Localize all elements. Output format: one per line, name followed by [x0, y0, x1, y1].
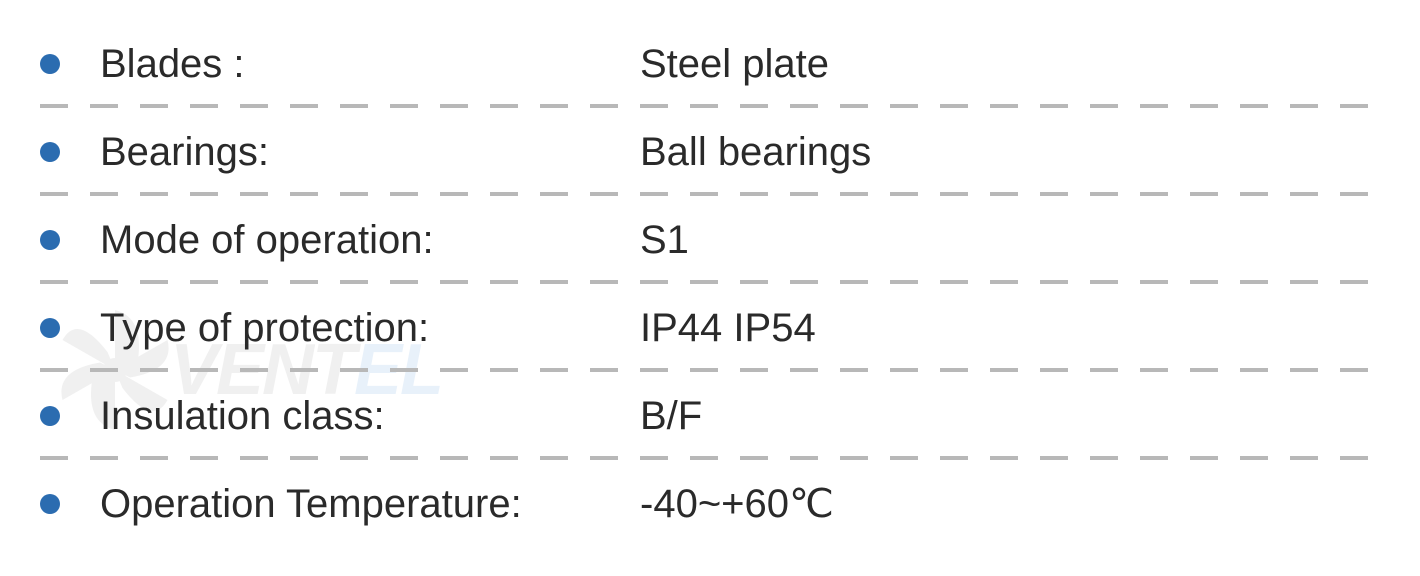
spec-value: B/F [640, 394, 702, 439]
spec-label: Type of protection: [100, 306, 640, 351]
spec-label: Insulation class: [100, 394, 640, 439]
spec-value: Steel plate [640, 42, 829, 87]
bullet-icon [40, 318, 60, 338]
spec-value: S1 [640, 218, 689, 263]
spec-row: Type of protection: IP44 IP54 [40, 284, 1380, 372]
spec-label: Blades : [100, 42, 640, 87]
spec-label: Bearings: [100, 130, 640, 175]
bullet-icon [40, 54, 60, 74]
spec-value: Ball bearings [640, 130, 871, 175]
spec-label: Operation Temperature: [100, 482, 640, 527]
spec-value: IP44 IP54 [640, 306, 816, 351]
spec-row: Insulation class: B/F [40, 372, 1380, 460]
bullet-icon [40, 406, 60, 426]
spec-row: Mode of operation: S1 [40, 196, 1380, 284]
spec-label: Mode of operation: [100, 218, 640, 263]
spec-row: Bearings: Ball bearings [40, 108, 1380, 196]
spec-value: -40~+60℃ [640, 481, 834, 527]
spec-list: Blades : Steel plate Bearings: Ball bear… [0, 0, 1420, 568]
spec-row: Operation Temperature: -40~+60℃ [40, 460, 1380, 548]
bullet-icon [40, 494, 60, 514]
bullet-icon [40, 230, 60, 250]
bullet-icon [40, 142, 60, 162]
spec-row: Blades : Steel plate [40, 20, 1380, 108]
